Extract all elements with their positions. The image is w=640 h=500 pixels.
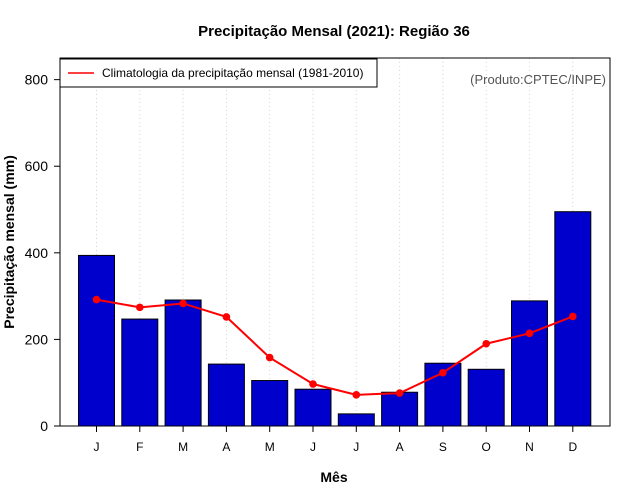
chart-title: Precipitação Mensal (2021): Região 36 (198, 23, 470, 40)
y-tick-label: 400 (25, 245, 49, 261)
climatology-point (92, 295, 101, 304)
bar-J-1 (78, 254, 115, 427)
climatology-point (569, 312, 577, 321)
x-tick-label: S (439, 440, 447, 454)
y-axis-label: Precipitação mensal (mm) (1, 155, 17, 329)
y-tick-label: 0 (40, 418, 48, 434)
x-tick-label: N (525, 440, 534, 454)
plot-frame (59, 57, 611, 427)
climatology-point (222, 313, 231, 321)
x-tick-label: M (265, 440, 275, 454)
climatology-point (482, 339, 491, 348)
x-tick-label: A (222, 440, 230, 454)
x-tick-label: F (136, 440, 143, 454)
bar-O-10 (467, 368, 505, 427)
x-tick-label: J (310, 440, 316, 454)
y-axis: 0 200 400 600 800 (25, 72, 60, 434)
y-tick-label: 600 (25, 158, 49, 174)
bar-N-11 (511, 300, 548, 427)
bar-M-5 (251, 380, 289, 427)
bar-F-2 (121, 318, 159, 427)
x-axis-label: Mês (320, 469, 347, 485)
source-annotation: (Produto:CPTEC/INPE) (470, 72, 606, 87)
legend: Climatologia da precipitação mensal (198… (59, 58, 378, 88)
x-tick-label: A (396, 440, 404, 454)
bar-A-8 (381, 391, 419, 427)
bar-J-6 (294, 388, 332, 427)
y-tick-label: 800 (25, 72, 49, 88)
climatology-point (352, 391, 361, 399)
climatology-point (136, 303, 144, 312)
climatology-point (439, 368, 447, 377)
x-tick-label: J (94, 440, 100, 454)
climatology-series (92, 295, 577, 399)
climatology-point (525, 329, 534, 338)
bar-series (78, 211, 592, 427)
climatology-point (395, 389, 404, 397)
grid-lines (96, 58, 574, 426)
climatology-line (96, 298, 574, 396)
bar-M-3 (164, 299, 202, 427)
climatology-point (179, 299, 187, 308)
climatology-point (265, 353, 274, 362)
x-tick-label: J (353, 440, 359, 454)
x-tick-label: O (482, 440, 491, 454)
bar-J-7 (337, 413, 375, 427)
x-tick-label: D (568, 440, 577, 454)
bar-A-4 (207, 363, 245, 427)
legend-box (59, 58, 378, 88)
legend-entry: Climatologia da precipitação mensal (198… (102, 66, 363, 80)
y-tick-label: 200 (25, 331, 49, 347)
x-tick-label: M (178, 440, 188, 454)
climatology-point (309, 380, 317, 388)
